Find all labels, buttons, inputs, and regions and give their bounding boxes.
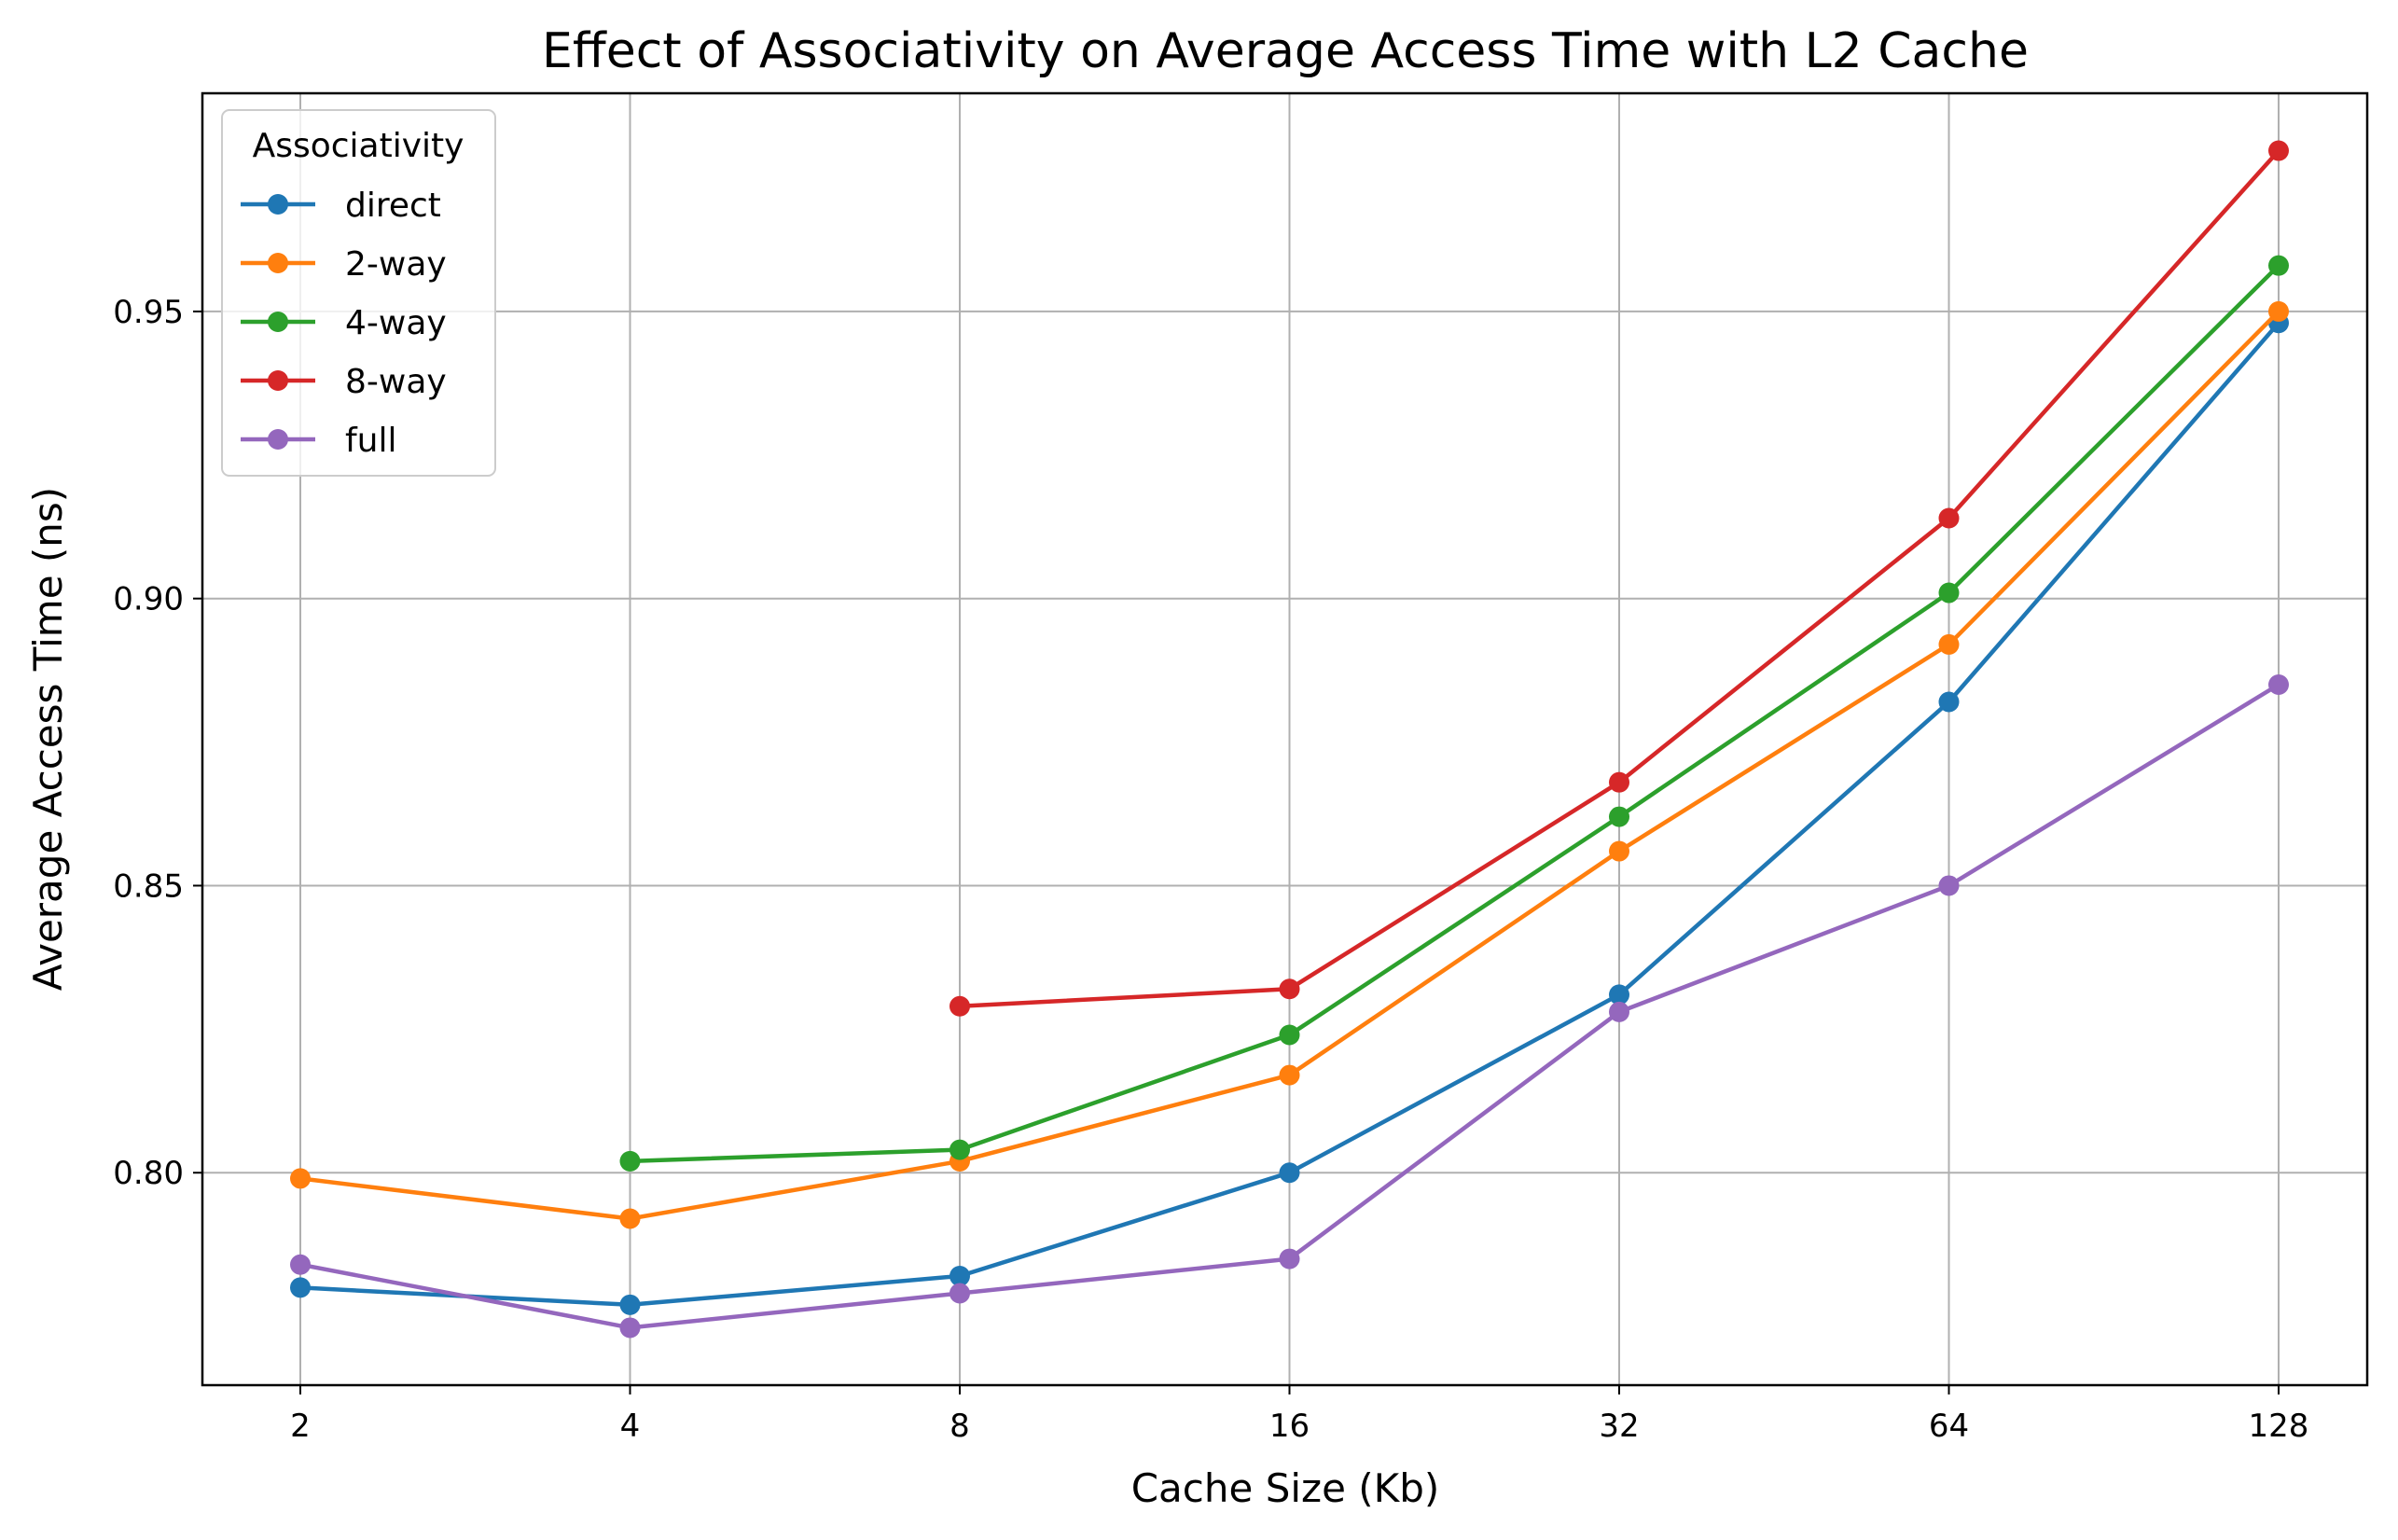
- legend-entry-2-way: 2-way: [241, 245, 447, 284]
- y-tick-label: 0.90: [113, 581, 184, 618]
- data-point: [1279, 978, 1300, 1000]
- series-layer: [290, 140, 2289, 1339]
- data-point: [2268, 255, 2289, 276]
- x-tick-label: 2: [290, 1408, 311, 1445]
- data-point: [1609, 984, 1629, 1006]
- data-point: [1938, 582, 1960, 604]
- y-axis-label: Average Access Time (ns): [25, 487, 71, 991]
- data-point: [290, 1254, 311, 1275]
- series-direct: [290, 312, 2289, 1315]
- data-point: [1279, 1248, 1300, 1269]
- data-point: [619, 1317, 641, 1339]
- y-tick-label: 0.80: [113, 1155, 184, 1192]
- data-point: [290, 1277, 311, 1298]
- legend: Associativity direct 2-way 4-way 8-way full: [221, 109, 496, 477]
- data-point: [1938, 507, 1960, 529]
- legend-label: 4-way: [345, 304, 447, 342]
- series-2-way: [290, 300, 2289, 1229]
- legend-entry-8-way: 8-way: [241, 363, 447, 401]
- data-point: [1609, 771, 1629, 793]
- data-point: [2268, 674, 2289, 696]
- legend-swatch-marker: [268, 253, 288, 273]
- x-tick-label: 16: [1269, 1408, 1310, 1445]
- x-tick-label: 8: [949, 1408, 970, 1445]
- data-point: [1938, 633, 1960, 655]
- legend-title: Associativity: [253, 127, 464, 165]
- x-tick-label: 4: [620, 1408, 641, 1445]
- data-point: [290, 1168, 311, 1189]
- legend-entries: direct 2-way 4-way 8-way full: [241, 187, 447, 460]
- legend-entry-direct: direct: [241, 187, 441, 225]
- legend-label: direct: [345, 187, 441, 225]
- data-point: [2268, 300, 2289, 322]
- legend-label: 2-way: [345, 245, 447, 284]
- x-tick-label: 32: [1599, 1408, 1639, 1445]
- legend-swatch-marker: [268, 429, 288, 450]
- data-point: [619, 1294, 641, 1315]
- legend-label: full: [345, 422, 397, 460]
- grid: [202, 93, 2367, 1385]
- legend-label: 8-way: [345, 363, 447, 401]
- data-point: [1279, 1162, 1300, 1184]
- data-point: [2268, 140, 2289, 161]
- data-point: [949, 1283, 970, 1304]
- legend-swatch-marker: [268, 312, 288, 332]
- data-point: [949, 1266, 970, 1287]
- series-full: [290, 674, 2289, 1339]
- data-point: [949, 995, 970, 1017]
- data-point: [1609, 806, 1629, 827]
- y-tick-label: 0.95: [113, 294, 184, 331]
- data-point: [619, 1150, 641, 1172]
- plot-frame: [201, 91, 2369, 1387]
- data-point: [1609, 840, 1629, 862]
- legend-swatch-marker: [268, 370, 288, 391]
- data-point: [1938, 691, 1960, 713]
- legend-entry-full: full: [241, 422, 397, 460]
- data-point: [1938, 875, 1960, 896]
- series-8-way: [949, 140, 2289, 1017]
- series-line: [630, 264, 2280, 1164]
- data-point: [949, 1139, 970, 1160]
- data-point: [1279, 1024, 1300, 1046]
- legend-entry-4-way: 4-way: [241, 304, 447, 342]
- chart-title: Effect of Associativity on Average Acces…: [542, 23, 2029, 79]
- y-axis: 0.80 0.85 0.90 0.95: [113, 294, 202, 1192]
- y-tick-label: 0.85: [113, 867, 184, 905]
- data-point: [1279, 1064, 1300, 1086]
- series-4-way: [619, 255, 2289, 1172]
- x-tick-label: 128: [2249, 1408, 2309, 1445]
- x-tick-label: 64: [1929, 1408, 1969, 1445]
- legend-frame: [221, 109, 496, 477]
- x-axis: 2 4 8 16 32 64 128: [290, 1385, 2308, 1445]
- data-point: [619, 1208, 641, 1229]
- x-axis-label: Cache Size (Kb): [1131, 1465, 1440, 1511]
- legend-swatch-marker: [268, 194, 288, 215]
- data-point: [1609, 1001, 1629, 1022]
